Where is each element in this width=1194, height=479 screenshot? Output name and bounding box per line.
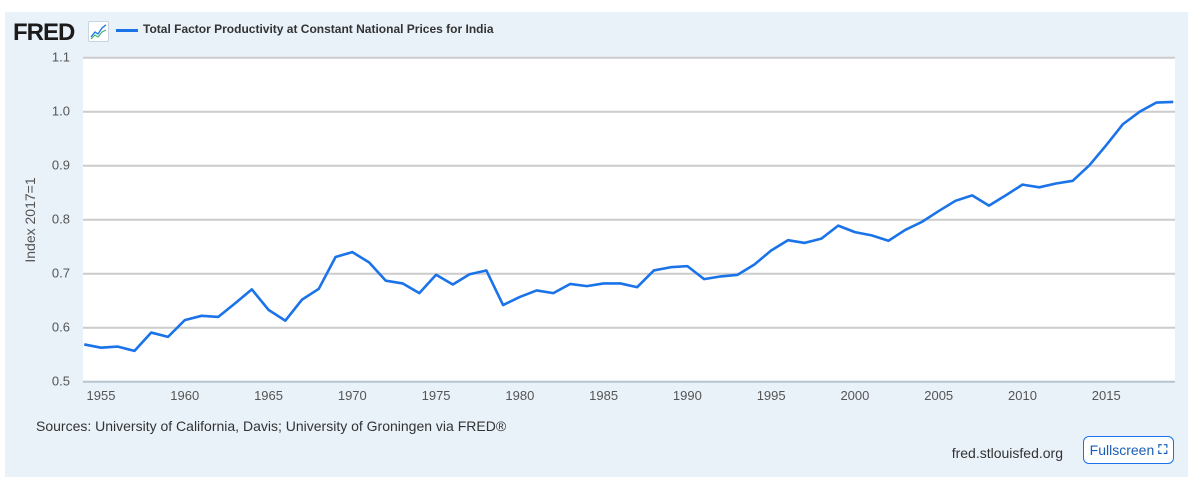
fullscreen-icon: ⛶: [1158, 442, 1168, 457]
data-point[interactable]: [182, 317, 188, 323]
data-point[interactable]: [215, 314, 221, 320]
data-point[interactable]: [299, 297, 305, 303]
data-point[interactable]: [718, 273, 724, 279]
data-point[interactable]: [852, 229, 858, 235]
data-point[interactable]: [735, 272, 741, 278]
data-point[interactable]: [785, 237, 791, 243]
data-point[interactable]: [869, 232, 875, 238]
data-point[interactable]: [668, 264, 674, 270]
data-point[interactable]: [567, 281, 573, 287]
data-point[interactable]: [1137, 109, 1143, 115]
data-point[interactable]: [1120, 121, 1126, 127]
x-tick-label: 1995: [757, 388, 786, 403]
data-point[interactable]: [885, 238, 891, 244]
fred-logo[interactable]: FRED: [13, 19, 75, 46]
data-point[interactable]: [751, 262, 757, 268]
x-tick-label: 2005: [924, 388, 953, 403]
x-tick-label: 2000: [840, 388, 869, 403]
x-tick-label: 2010: [1008, 388, 1037, 403]
site-link[interactable]: fred.stlouisfed.org: [951, 445, 1063, 461]
series-title[interactable]: Total Factor Productivity at Constant Na…: [143, 22, 494, 36]
trend-chart-icon: [88, 21, 109, 42]
legend-line-swatch: [116, 29, 138, 32]
data-point[interactable]: [467, 271, 473, 277]
data-point[interactable]: [1003, 192, 1009, 198]
x-tick-label: 1960: [170, 388, 199, 403]
data-point[interactable]: [433, 272, 439, 278]
data-point[interactable]: [802, 240, 808, 246]
data-point[interactable]: [986, 203, 992, 209]
data-point[interactable]: [165, 334, 171, 340]
x-tick-label: 1975: [422, 388, 451, 403]
y-tick-label: 0.9: [52, 158, 70, 173]
data-point[interactable]: [1070, 178, 1076, 184]
x-tick-label: 1980: [505, 388, 534, 403]
data-point[interactable]: [282, 318, 288, 324]
data-point[interactable]: [550, 290, 556, 296]
data-point[interactable]: [1086, 162, 1092, 168]
x-tick-label: 1955: [87, 388, 116, 403]
data-point[interactable]: [1019, 182, 1025, 188]
data-point[interactable]: [634, 284, 640, 290]
fullscreen-button[interactable]: Fullscreen ⛶: [1083, 436, 1174, 464]
data-point[interactable]: [1053, 181, 1059, 187]
data-point[interactable]: [1170, 99, 1176, 105]
data-point[interactable]: [952, 198, 958, 204]
data-point[interactable]: [617, 280, 623, 286]
data-point[interactable]: [416, 290, 422, 296]
data-point[interactable]: [919, 219, 925, 225]
data-point[interactable]: [266, 307, 272, 313]
data-point[interactable]: [584, 283, 590, 289]
data-point[interactable]: [249, 286, 255, 292]
data-point[interactable]: [651, 267, 657, 273]
data-point[interactable]: [98, 345, 104, 351]
y-tick-label: 0.8: [52, 212, 70, 227]
sources-text: Sources: University of California, Davis…: [36, 418, 507, 434]
data-point[interactable]: [936, 208, 942, 214]
y-tick-label: 1.0: [52, 104, 70, 119]
data-point[interactable]: [1153, 100, 1159, 106]
data-point[interactable]: [400, 280, 406, 286]
data-point[interactable]: [701, 276, 707, 282]
data-point[interactable]: [349, 249, 355, 255]
data-point[interactable]: [768, 247, 774, 253]
data-point[interactable]: [601, 280, 607, 286]
data-point[interactable]: [232, 300, 238, 306]
y-tick-label: 0.7: [52, 266, 70, 281]
data-point[interactable]: [1036, 184, 1042, 190]
data-point[interactable]: [383, 278, 389, 284]
data-point[interactable]: [115, 344, 121, 350]
data-point[interactable]: [450, 282, 456, 288]
data-point[interactable]: [534, 287, 540, 293]
y-tick-label: 0.5: [52, 374, 70, 389]
data-point[interactable]: [366, 259, 372, 265]
y-tick-label: 0.6: [52, 320, 70, 335]
x-tick-label: 1970: [338, 388, 367, 403]
data-point[interactable]: [818, 236, 824, 242]
data-point[interactable]: [684, 263, 690, 269]
data-point[interactable]: [132, 348, 138, 354]
data-point[interactable]: [500, 302, 506, 308]
x-tick-label: 1990: [673, 388, 702, 403]
data-point[interactable]: [316, 286, 322, 292]
data-point[interactable]: [333, 254, 339, 260]
data-point[interactable]: [483, 267, 489, 273]
data-point[interactable]: [517, 294, 523, 300]
data-point[interactable]: [969, 192, 975, 198]
x-tick-label: 1965: [254, 388, 283, 403]
data-point[interactable]: [835, 223, 841, 229]
data-point[interactable]: [81, 341, 87, 347]
x-tick-label: 2015: [1092, 388, 1121, 403]
y-axis-label: Index 2017=1: [22, 177, 38, 262]
series-line[interactable]: [84, 100, 1174, 353]
data-point[interactable]: [902, 227, 908, 233]
x-tick-label: 1985: [589, 388, 618, 403]
fullscreen-label: Fullscreen: [1089, 442, 1155, 458]
data-point[interactable]: [199, 313, 205, 319]
y-tick-label: 1.1: [52, 50, 70, 65]
data-point[interactable]: [1103, 142, 1109, 148]
data-point[interactable]: [148, 330, 154, 336]
